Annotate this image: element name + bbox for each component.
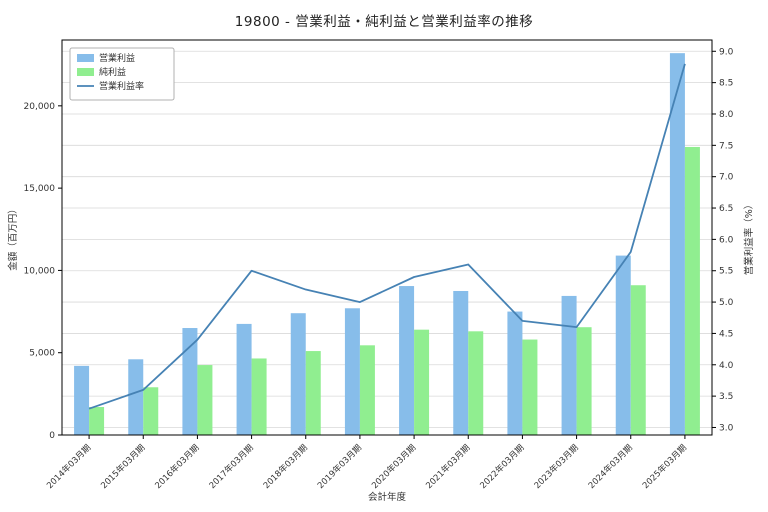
- bar: [290, 313, 306, 435]
- y-axis-label-right: 営業利益率（%）: [743, 200, 755, 276]
- left-tick-label: 10,000: [24, 266, 56, 276]
- bar: [630, 285, 646, 435]
- bar: [182, 328, 198, 435]
- x-tick-label: 2017年03月期: [207, 442, 256, 491]
- right-tick-label: 4.5: [719, 329, 733, 339]
- left-tick-label: 20,000: [24, 102, 56, 112]
- right-tick-label: 8.0: [719, 110, 734, 120]
- right-tick-label: 5.5: [719, 267, 733, 277]
- right-tick-label: 6.5: [719, 204, 733, 214]
- chart-title: 19800 - 営業利益・純利益と営業利益率の推移: [234, 14, 534, 30]
- right-tick-label: 3.5: [719, 392, 733, 402]
- x-tick-label: 2015年03月期: [99, 442, 148, 491]
- x-tick-label: 2025年03月期: [640, 442, 689, 491]
- left-axis-ticks: 0 5,000 10,000 15,000 20,000: [24, 102, 62, 441]
- x-tick-label: 2020年03月期: [369, 442, 418, 491]
- bar: [561, 295, 577, 435]
- bar: [522, 339, 538, 435]
- bar: [251, 358, 267, 435]
- bar: [74, 365, 90, 435]
- bar: [669, 53, 685, 436]
- bar: [453, 290, 469, 435]
- right-tick-label: 5.0: [719, 298, 734, 308]
- left-tick-label: 15,000: [24, 184, 56, 194]
- x-axis-label: 会計年度: [368, 491, 407, 503]
- bar: [576, 327, 592, 435]
- x-tick-label: 2014年03月期: [44, 442, 93, 491]
- right-tick-label: 7.0: [719, 173, 734, 183]
- legend-box: [69, 47, 175, 101]
- left-tick-label: 0: [49, 431, 55, 441]
- right-axis-ticks: 3.0 3.5 4.0 4.5 5.0 5.5 6.0 6.5 7.0 7.5 8.0 8.5 9.0: [712, 47, 734, 433]
- legend-label: 純利益: [99, 66, 126, 78]
- bar: [684, 146, 700, 435]
- bar: [507, 311, 523, 435]
- bar: [399, 286, 415, 435]
- legend-label: 営業利益: [99, 52, 135, 64]
- right-tick-label: 4.0: [719, 361, 734, 371]
- x-tick-label: 2024年03月期: [586, 442, 635, 491]
- axes-box: [61, 39, 713, 436]
- bar: [128, 359, 144, 435]
- right-tick-label: 9.0: [719, 47, 734, 57]
- gridlines: [62, 50, 712, 428]
- legend-swatch-純利益: [77, 68, 94, 76]
- bar: [344, 308, 360, 435]
- plot-area: [62, 40, 712, 435]
- bar: [143, 387, 159, 435]
- bar: [305, 351, 321, 435]
- legend-label: 営業利益率: [99, 80, 144, 92]
- x-tick-label: 2022年03月期: [478, 442, 527, 491]
- left-tick-label: 5,000: [29, 349, 55, 359]
- bar: [236, 323, 252, 435]
- right-tick-label: 7.5: [719, 141, 733, 151]
- x-tick-label: 2019年03月期: [315, 442, 364, 491]
- bar: [615, 255, 631, 435]
- x-tick-label: 2023年03月期: [532, 442, 581, 491]
- bar: [414, 329, 430, 435]
- bar: [197, 365, 213, 435]
- bar: [468, 331, 484, 435]
- x-tick-label: 2016年03月期: [153, 442, 202, 491]
- right-tick-label: 3.0: [719, 423, 734, 433]
- bar: [359, 345, 375, 435]
- right-tick-label: 6.0: [719, 235, 734, 245]
- x-tick-label: 2021年03月期: [424, 442, 473, 491]
- y-axis-label-left: 金額（百万円）: [7, 204, 19, 271]
- bar: [89, 407, 105, 435]
- legend-swatch-営業利益: [77, 54, 94, 62]
- line-series-営業利益率: [88, 63, 686, 410]
- bar-series-純利益: [89, 146, 700, 435]
- x-tick-label: 2018年03月期: [261, 442, 310, 491]
- right-tick-label: 8.5: [719, 79, 733, 89]
- bar-series-営業利益: [74, 53, 685, 436]
- x-axis-ticks: 2014年03月期 2015年03月期 2016年03月期 2017年03月期 2018…: [44, 435, 689, 491]
